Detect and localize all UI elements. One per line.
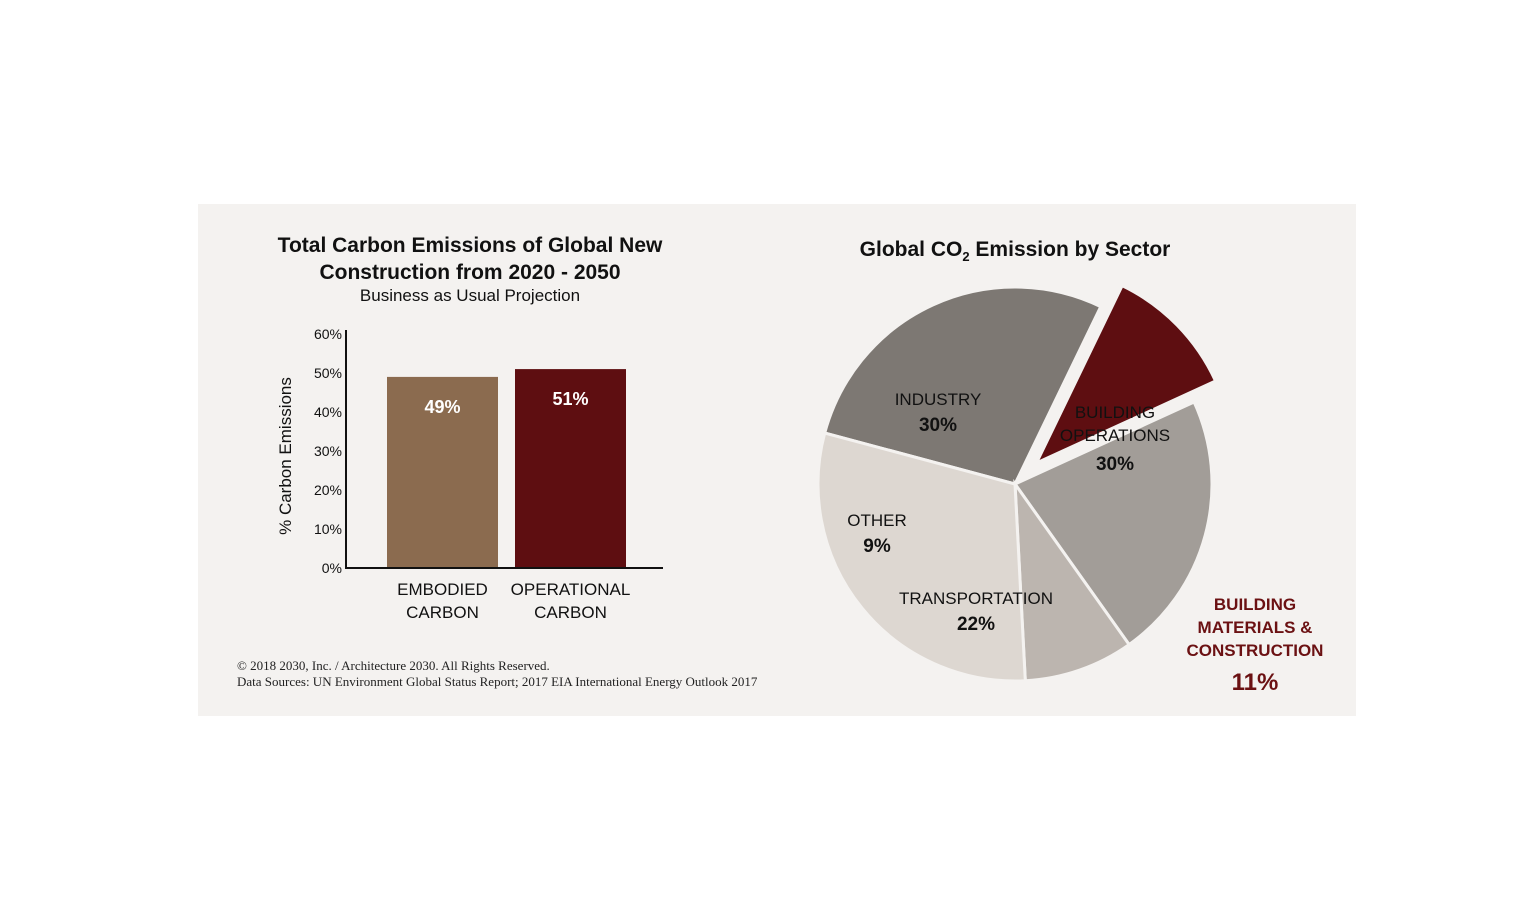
pie-slice-label: OPERATIONS [1060,426,1170,445]
y-tick-label: 0% [322,560,342,576]
x-category-label: OPERATIONAL [511,580,631,599]
pie-slice [1012,400,1214,647]
pie-slice-label: BUILDING [1075,403,1155,422]
copyright-text: © 2018 2030, Inc. / Architecture 2030. A… [237,658,550,673]
pie-slice-percent: 30% [1096,454,1134,475]
pie-slice-percent: 11% [1232,669,1279,696]
pie-chart: BUILDING OPERATIONS 30% BUILDING MATERIALS &… [816,283,1323,696]
x-category-label: CARBON [534,603,607,622]
bar-chart-x-categories: EMBODIED CARBON OPERATIONAL CARBON [397,580,630,622]
pie-slice-label: CONSTRUCTION [1187,641,1324,660]
y-tick-label: 60% [314,326,342,342]
pie-slice-label: OTHER [847,511,907,530]
bar [515,369,626,568]
pie-slice-percent: 9% [863,536,891,557]
y-tick-label: 50% [314,365,342,381]
data-sources-text: Data Sources: UN Environment Global Stat… [237,674,758,689]
pie-chart-title: Global CO2 Emission by Sector [790,238,1240,264]
bar-chart-title: Total Carbon Emissions of Global New Con… [240,232,700,286]
y-tick-label: 30% [314,443,342,459]
pie-chart-labels: BUILDING OPERATIONS 30% BUILDING MATERIALS &… [847,390,1323,696]
pie-title-suffix: Emission by Sector [969,238,1171,261]
pie-slice [822,285,1103,486]
x-category-label: EMBODIED [397,580,488,599]
pie-slice-label: TRANSPORTATION [899,589,1053,608]
pie-title-subscript: 2 [962,249,970,264]
y-tick-label: 20% [314,482,342,498]
pie-slice [816,431,1027,683]
bar-chart-y-axis-label: % Carbon Emissions [276,377,295,535]
pie-slice [1013,478,1132,683]
pie-slice-percent: 30% [919,415,957,436]
bar-chart-subtitle: Business as Usual Projection [359,286,581,305]
bar-chart-bars: 49% 51% [387,369,626,568]
pie-chart-slices [816,283,1218,683]
bar-chart: % Carbon Emissions 0%10%20%30%40%50%60% … [276,326,663,622]
bar-value-label: 51% [552,389,588,409]
bar-value-label: 49% [424,397,460,417]
bar [387,376,498,568]
pie-slice-label: BUILDING [1214,595,1296,614]
y-tick-label: 40% [314,404,342,420]
y-tick-label: 10% [314,521,342,537]
bar-chart-title-line2: Construction from 2020 - 2050 [319,261,621,284]
pie-slice-label: MATERIALS & [1198,618,1313,637]
pie-title-prefix: Global CO [859,238,963,261]
bar-chart-y-ticks: 0% 10% 20% 30% 40% 50% 60% [314,326,342,576]
x-category-label: CARBON [406,603,479,622]
pie-slice [1033,283,1218,467]
bar-chart-title-line1: Total Carbon Emissions of Global New [277,234,663,257]
credits: © 2018 2030, Inc. / Architecture 2030. A… [237,658,757,690]
pie-slice-label: INDUSTRY [895,390,982,409]
pie-slice-percent: 22% [957,614,995,635]
